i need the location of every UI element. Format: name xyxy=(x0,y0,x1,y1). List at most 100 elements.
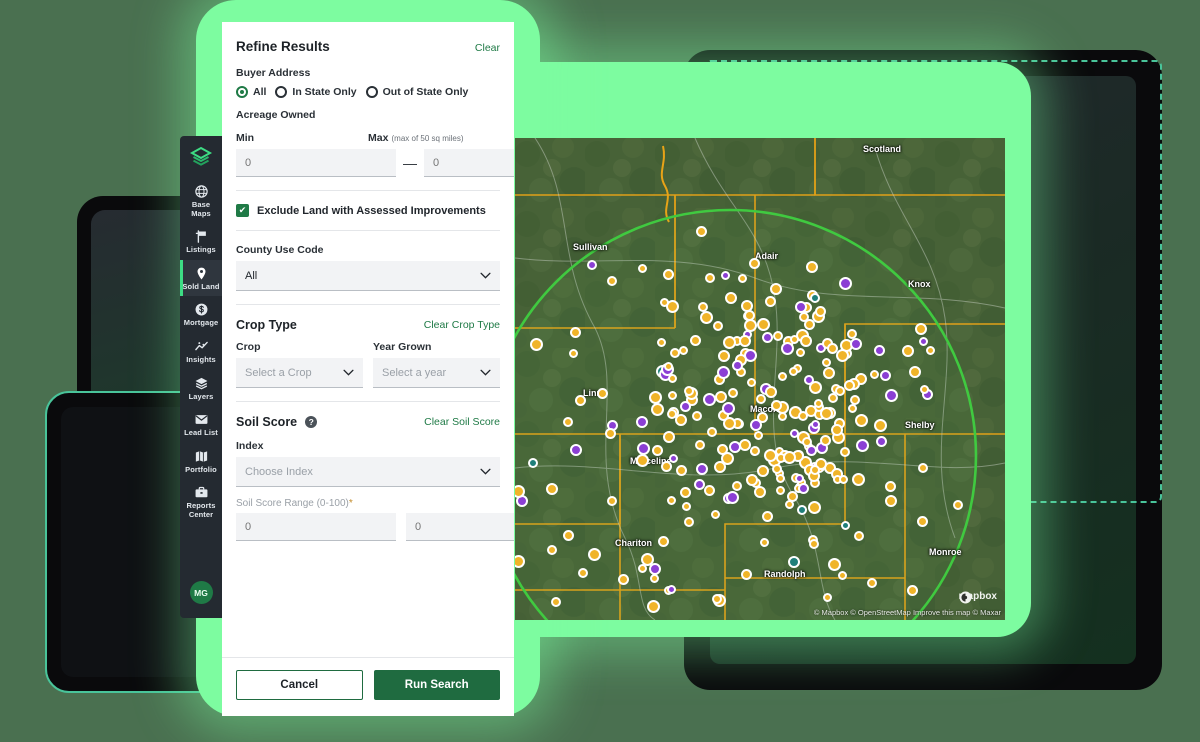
cancel-button[interactable]: Cancel xyxy=(236,670,363,700)
buyer-address-radio-group[interactable]: All In State Only Out of State Only xyxy=(236,86,500,98)
map-marker[interactable] xyxy=(562,417,573,428)
map-marker[interactable] xyxy=(827,343,839,355)
map-marker[interactable] xyxy=(657,338,667,348)
map-marker[interactable] xyxy=(666,495,676,505)
map-marker[interactable] xyxy=(854,530,865,541)
map-marker[interactable] xyxy=(884,480,896,492)
map-marker[interactable] xyxy=(820,434,832,446)
map-marker[interactable] xyxy=(648,391,662,405)
sidebar-item-insights[interactable]: Insights xyxy=(180,333,222,370)
map-marker[interactable] xyxy=(884,494,897,507)
map-marker[interactable] xyxy=(811,420,821,430)
map-marker[interactable] xyxy=(747,378,757,388)
map-marker[interactable] xyxy=(606,495,617,506)
map-marker[interactable] xyxy=(637,263,647,273)
map-marker[interactable] xyxy=(710,510,720,520)
map-marker[interactable] xyxy=(843,379,855,391)
map-marker[interactable] xyxy=(697,302,708,313)
map-marker[interactable] xyxy=(669,454,679,464)
map-marker[interactable] xyxy=(920,385,930,395)
map-marker[interactable] xyxy=(795,301,808,314)
map-marker[interactable] xyxy=(648,563,661,576)
satellite-map[interactable]: Sullivan Scotland Knox Adair Linn Macon Shelby… xyxy=(515,138,1005,620)
map-marker[interactable] xyxy=(674,414,687,427)
map-marker[interactable] xyxy=(663,362,673,372)
radio-icon[interactable] xyxy=(275,86,288,98)
county-use-code-select[interactable]: All xyxy=(236,261,500,291)
map-marker[interactable] xyxy=(840,520,850,530)
map-marker[interactable] xyxy=(789,366,799,376)
map-marker[interactable] xyxy=(885,389,899,403)
map-marker[interactable] xyxy=(635,416,648,429)
sidebar-item-base-maps[interactable]: Base Maps xyxy=(180,178,222,223)
map-marker[interactable] xyxy=(803,375,814,386)
map-marker[interactable] xyxy=(879,370,891,382)
map-marker[interactable] xyxy=(809,539,820,550)
map-marker[interactable] xyxy=(660,460,672,472)
map-marker[interactable] xyxy=(837,570,847,580)
map-marker[interactable] xyxy=(668,391,678,401)
radio-icon[interactable] xyxy=(236,86,248,98)
map-marker[interactable] xyxy=(762,511,774,523)
map-marker[interactable] xyxy=(765,295,777,307)
map-marker[interactable] xyxy=(823,592,833,602)
map-marker[interactable] xyxy=(547,544,558,555)
map-marker[interactable] xyxy=(849,395,860,406)
map-marker[interactable] xyxy=(563,529,575,541)
app-sidebar[interactable]: Base Maps Listings Sold Land Mortgage Insigh… xyxy=(180,136,222,618)
map-marker[interactable] xyxy=(769,282,782,295)
map-marker[interactable] xyxy=(682,502,692,512)
map-marker[interactable] xyxy=(717,350,730,363)
map-marker[interactable] xyxy=(716,443,728,455)
map-marker[interactable] xyxy=(761,331,773,343)
map-marker[interactable] xyxy=(722,336,736,350)
exclude-improvements-checkbox-row[interactable]: ✔ Exclude Land with Assessed Improvement… xyxy=(236,204,500,217)
map-marker[interactable] xyxy=(722,417,736,431)
map-marker[interactable] xyxy=(667,585,677,595)
map-marker[interactable] xyxy=(528,458,539,469)
map-marker[interactable] xyxy=(810,293,821,304)
map-marker[interactable] xyxy=(855,438,869,452)
acreage-min-input[interactable] xyxy=(236,149,396,177)
map-marker[interactable] xyxy=(695,225,707,237)
map-marker[interactable] xyxy=(683,516,694,527)
map-marker[interactable] xyxy=(797,483,809,495)
sidebar-item-sold-land[interactable]: Sold Land xyxy=(180,259,222,297)
map-marker[interactable] xyxy=(815,306,827,318)
map-marker[interactable] xyxy=(720,270,730,280)
map-marker[interactable] xyxy=(874,419,888,433)
map-marker[interactable] xyxy=(652,444,664,456)
map-marker[interactable] xyxy=(757,412,769,424)
map-marker[interactable] xyxy=(790,334,800,344)
map-marker[interactable] xyxy=(712,321,723,332)
map-marker[interactable] xyxy=(679,346,689,356)
map-marker[interactable] xyxy=(754,431,764,441)
map-marker[interactable] xyxy=(805,260,818,273)
map-marker[interactable] xyxy=(849,338,862,351)
avatar[interactable]: MG xyxy=(189,581,213,604)
map-marker[interactable] xyxy=(658,536,670,548)
map-marker[interactable] xyxy=(680,487,692,499)
map-marker[interactable] xyxy=(575,395,587,406)
map-marker[interactable] xyxy=(693,479,705,491)
map-marker[interactable] xyxy=(873,345,885,357)
run-search-button[interactable]: Run Search xyxy=(373,670,500,700)
map-marker[interactable] xyxy=(570,327,582,339)
map-marker[interactable] xyxy=(704,272,715,283)
map-marker[interactable] xyxy=(803,319,815,331)
map-marker[interactable] xyxy=(743,318,757,332)
map-marker[interactable] xyxy=(578,568,589,579)
map-marker[interactable] xyxy=(830,424,843,437)
buyer-address-option-0[interactable]: All xyxy=(236,86,266,98)
map-marker[interactable] xyxy=(692,410,703,421)
map-marker[interactable] xyxy=(813,399,823,409)
map-marker[interactable] xyxy=(638,564,648,574)
map-marker[interactable] xyxy=(728,440,741,453)
clear-soil-score-link[interactable]: Clear Soil Score xyxy=(424,416,500,428)
map-marker[interactable] xyxy=(738,335,751,348)
map-marker[interactable] xyxy=(875,436,887,448)
map-marker[interactable] xyxy=(712,593,723,604)
map-marker[interactable] xyxy=(835,348,849,362)
year-grown-select[interactable]: Select a year xyxy=(373,358,500,388)
map-marker[interactable] xyxy=(618,574,630,586)
